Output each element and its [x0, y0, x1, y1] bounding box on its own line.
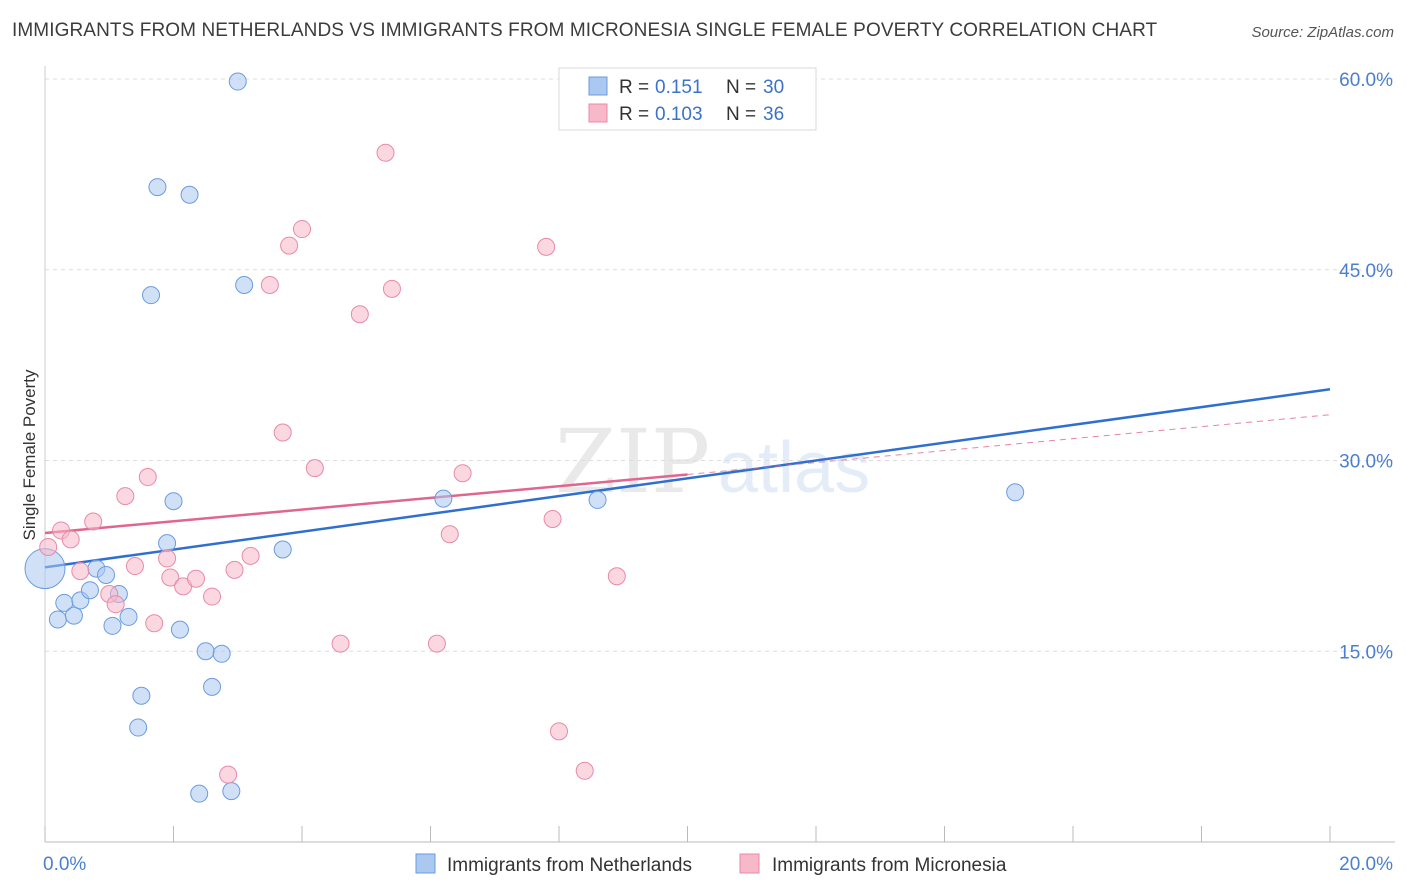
point-netherlands [132, 686, 151, 705]
watermark-zip: ZIP [555, 410, 710, 513]
point-netherlands [129, 718, 148, 737]
point-netherlands [170, 620, 189, 639]
axes [44, 66, 1395, 843]
x-tick-label: 0.0% [43, 854, 86, 875]
point-netherlands [148, 178, 167, 197]
point-micronesia [440, 525, 459, 544]
y-tick-label: 45.0% [1339, 261, 1393, 282]
y-tick-label: 30.0% [1339, 452, 1393, 473]
point-netherlands [212, 644, 231, 663]
legend-swatch-micronesia [739, 853, 760, 874]
point-netherlands [64, 606, 83, 625]
stats-r-label-netherlands: R = [619, 77, 649, 98]
point-netherlands [158, 534, 177, 553]
point-netherlands [588, 490, 607, 509]
point-netherlands [434, 489, 453, 508]
y-axis-label: Single Female Poverty [20, 369, 39, 541]
point-netherlands [103, 616, 122, 635]
point-micronesia [453, 464, 472, 483]
point-micronesia [427, 634, 446, 653]
point-micronesia [225, 560, 244, 579]
point-netherlands [203, 677, 222, 696]
point-micronesia [145, 614, 164, 633]
point-micronesia [161, 568, 180, 587]
point-netherlands [142, 286, 161, 305]
point-micronesia [186, 569, 205, 588]
point-micronesia [241, 546, 260, 565]
stats-legend: R = 0.151 N = 30 R = 0.103 N = 36 [558, 67, 817, 131]
watermark-atlas: atlas [718, 428, 870, 508]
point-micronesia [550, 722, 568, 741]
stats-r-value-netherlands: 0.151 [655, 77, 703, 98]
point-netherlands [228, 72, 247, 91]
point-micronesia [106, 595, 125, 614]
stats-legend-swatch-netherlands [588, 76, 608, 96]
point-netherlands [222, 782, 241, 801]
point-micronesia [39, 537, 58, 556]
point-netherlands [119, 607, 138, 626]
point-micronesia [537, 237, 556, 256]
point-micronesia [376, 143, 395, 162]
point-netherlands [1006, 483, 1025, 502]
point-netherlands [273, 540, 292, 559]
data-points [24, 72, 1025, 803]
point-netherlands [80, 581, 99, 600]
point-micronesia [382, 279, 401, 298]
trend-lines [44, 388, 1331, 569]
x-tick-label: 20.0% [1339, 854, 1393, 875]
point-netherlands [97, 565, 116, 584]
point-micronesia [575, 761, 594, 780]
trend-line-netherlands [44, 388, 1331, 569]
watermark: ZIP atlas [555, 410, 870, 513]
stats-n-label-netherlands: N = [726, 77, 756, 98]
point-micronesia [305, 459, 324, 478]
point-netherlands [190, 784, 209, 803]
point-micronesia [138, 468, 157, 487]
y-tick-label: 15.0% [1339, 642, 1393, 663]
stats-r-value-micronesia: 0.103 [655, 104, 703, 125]
point-micronesia [280, 236, 299, 255]
tick-labels: 15.0% 30.0% 45.0% 60.0% 0.0% 20.0% [43, 70, 1393, 875]
trend-line-micronesia [44, 473, 688, 535]
trend-line-micronesia-extension [687, 414, 1331, 475]
point-micronesia [61, 530, 80, 549]
legend-label-netherlands: Immigrants from Netherlands [447, 855, 692, 876]
point-micronesia [84, 512, 103, 531]
point-netherlands [164, 492, 183, 511]
point-netherlands [235, 276, 254, 295]
point-netherlands [180, 185, 199, 204]
point-micronesia [125, 557, 144, 576]
stats-n-label-micronesia: N = [726, 104, 756, 125]
legend-swatch-netherlands [415, 853, 436, 874]
point-micronesia [350, 305, 369, 324]
legend-label-micronesia: Immigrants from Micronesia [772, 855, 1007, 876]
stats-legend-swatch-micronesia [588, 103, 608, 123]
source-credit: Source: ZipAtlas.com [1251, 24, 1394, 41]
point-netherlands [48, 610, 67, 629]
point-micronesia [273, 423, 292, 442]
stats-n-value-netherlands: 30 [763, 77, 784, 98]
grid-lines [45, 78, 1395, 652]
point-micronesia [331, 634, 350, 653]
point-micronesia [607, 567, 626, 586]
point-micronesia [260, 276, 279, 295]
point-micronesia [71, 562, 90, 581]
stats-r-label-micronesia: R = [619, 104, 649, 125]
y-tick-label: 60.0% [1339, 70, 1393, 91]
chart-title: IMMIGRANTS FROM NETHERLANDS VS IMMIGRANT… [12, 20, 1158, 41]
series-legend: Immigrants from Netherlands Immigrants f… [415, 853, 1007, 876]
point-netherlands [196, 642, 215, 661]
point-micronesia [203, 587, 222, 606]
point-micronesia [116, 487, 135, 506]
point-micronesia [158, 549, 177, 568]
point-micronesia [219, 765, 238, 784]
stats-n-value-micronesia: 36 [763, 104, 784, 125]
point-micronesia [543, 509, 562, 528]
point-micronesia [293, 220, 311, 239]
